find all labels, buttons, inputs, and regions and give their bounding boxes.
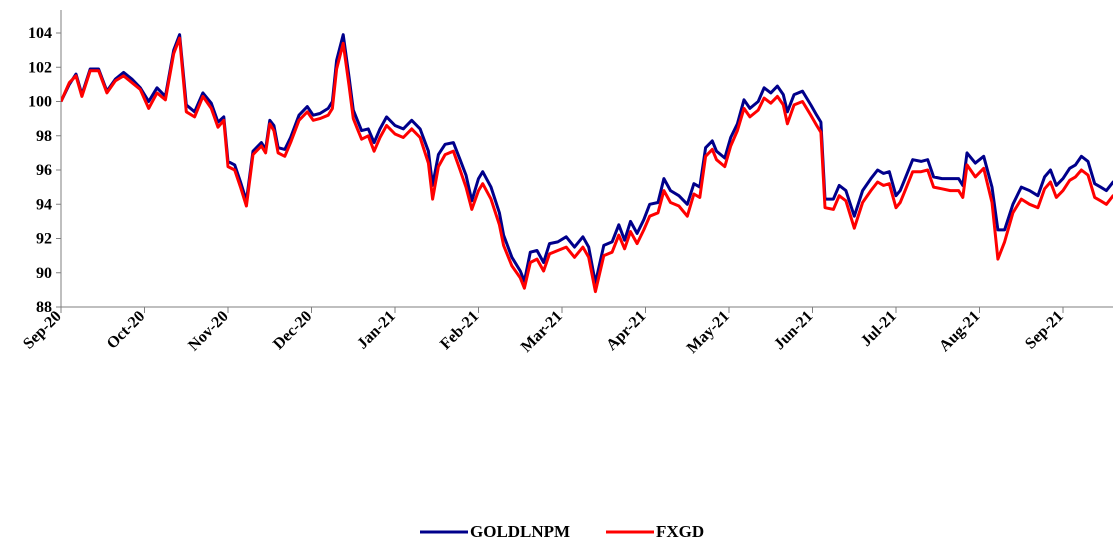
x-tick-label: Apr-21 (603, 308, 649, 354)
x-tick-label: Jul-21 (858, 308, 900, 350)
y-tick-label: 102 (28, 59, 52, 76)
y-tick-label: 98 (36, 128, 52, 145)
legend-label-fxgd: FXGD (656, 522, 704, 541)
y-tick-label: 104 (28, 25, 52, 42)
x-tick-label: Jan-21 (354, 308, 399, 353)
y-tick-label: 92 (36, 231, 52, 248)
x-tick-label: Jun-21 (771, 308, 816, 353)
y-tick-label: 100 (28, 94, 52, 111)
y-tick-label: 88 (36, 299, 52, 316)
x-tick-label: Sep-21 (1022, 308, 1067, 353)
x-tick-label: Mar-21 (518, 308, 566, 356)
x-tick-label: May-21 (684, 308, 733, 357)
series-line-goldlnpm (61, 33, 1113, 285)
y-tick-label: 96 (36, 162, 52, 179)
x-tick-label: Feb-21 (437, 308, 482, 353)
legend-label-goldlnpm: GOLDLNPM (470, 522, 570, 541)
series-line-fxgd (61, 36, 1113, 294)
y-tick-label: 94 (36, 196, 52, 213)
x-tick-label: Dec-20 (270, 308, 315, 353)
x-tick-label: Nov-20 (185, 308, 232, 355)
y-tick-label: 90 (36, 265, 52, 282)
x-tick-label: Oct-20 (104, 308, 149, 353)
x-tick-label: Aug-21 (936, 308, 983, 355)
